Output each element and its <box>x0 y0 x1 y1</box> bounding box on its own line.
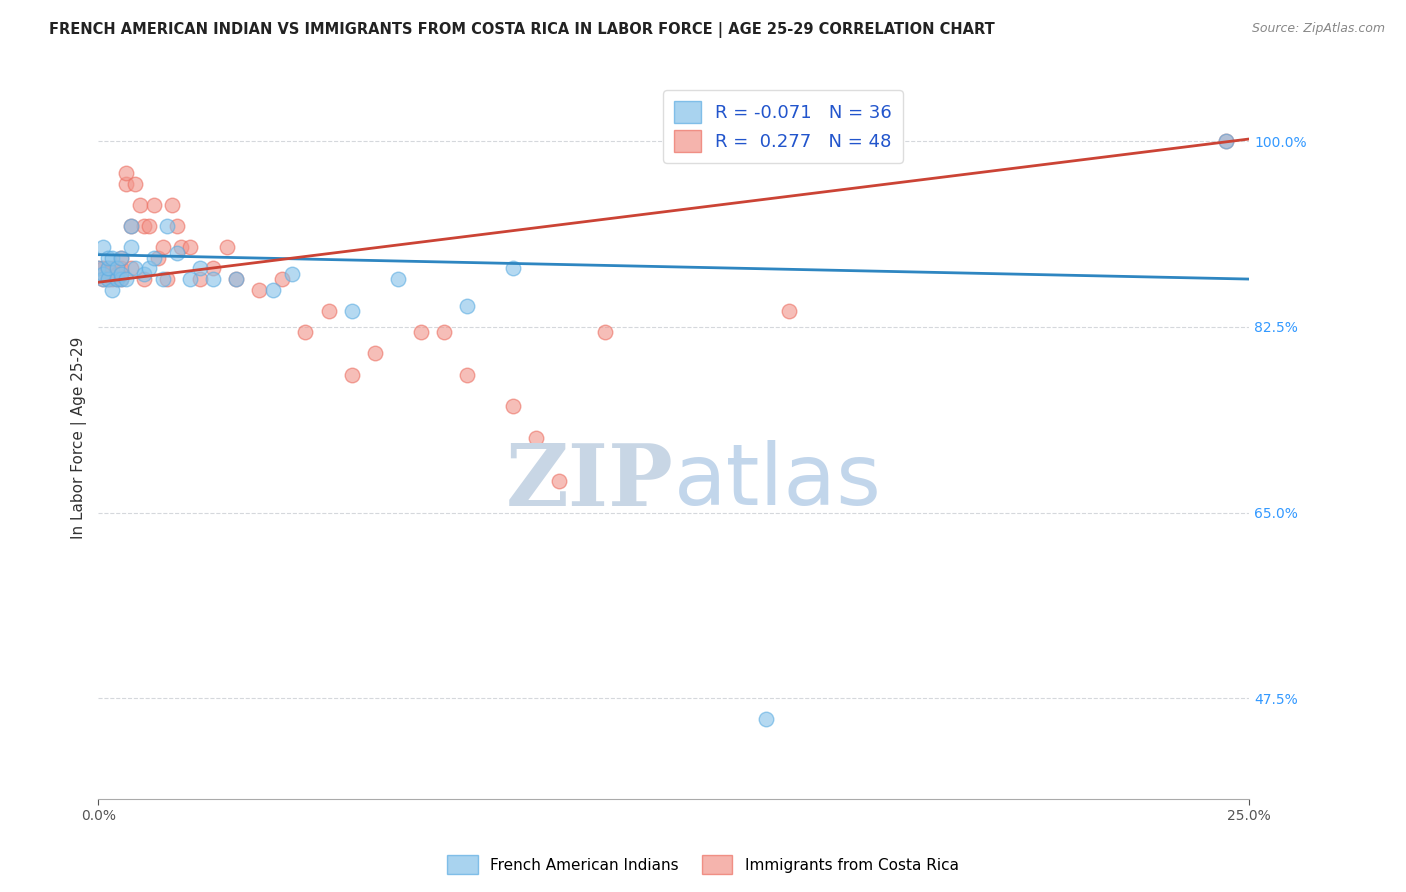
Point <box>502 400 524 414</box>
Point <box>124 261 146 276</box>
Point <box>105 261 128 276</box>
Point <box>340 304 363 318</box>
Point <box>120 261 142 276</box>
Point <box>217 240 239 254</box>
Point <box>138 219 160 233</box>
Point <box>91 261 114 276</box>
Point <box>101 261 124 276</box>
Point <box>120 219 142 233</box>
Point <box>170 240 193 254</box>
Point <box>138 261 160 276</box>
Point <box>156 272 179 286</box>
Text: atlas: atlas <box>673 440 882 523</box>
Point <box>225 272 247 286</box>
Point <box>91 272 114 286</box>
Point <box>593 325 616 339</box>
Point <box>110 261 132 276</box>
Point <box>142 251 165 265</box>
Point <box>188 261 211 276</box>
Point <box>547 474 569 488</box>
Point <box>134 219 156 233</box>
Point <box>110 272 132 286</box>
Point <box>363 346 385 360</box>
Point <box>120 219 142 233</box>
Point <box>409 325 432 339</box>
Point <box>160 198 183 212</box>
Point <box>456 299 478 313</box>
Legend: R = -0.071   N = 36, R =  0.277   N = 48: R = -0.071 N = 36, R = 0.277 N = 48 <box>664 90 903 163</box>
Point <box>179 272 201 286</box>
Point <box>87 261 110 276</box>
Point <box>225 272 247 286</box>
Point <box>96 261 118 276</box>
Point <box>271 272 294 286</box>
Point <box>124 177 146 191</box>
Point <box>1215 134 1237 148</box>
Point <box>202 272 225 286</box>
Point <box>91 240 114 254</box>
Point <box>96 272 118 286</box>
Point <box>105 272 128 286</box>
Point <box>778 304 800 318</box>
Point <box>134 267 156 281</box>
Point <box>105 272 128 286</box>
Point <box>120 240 142 254</box>
Point <box>101 251 124 265</box>
Text: ZIP: ZIP <box>506 440 673 524</box>
Point <box>110 267 132 281</box>
Point <box>142 198 165 212</box>
Point <box>134 272 156 286</box>
Point <box>166 245 188 260</box>
Point <box>91 272 114 286</box>
Point <box>502 261 524 276</box>
Text: Source: ZipAtlas.com: Source: ZipAtlas.com <box>1251 22 1385 36</box>
Text: FRENCH AMERICAN INDIAN VS IMMIGRANTS FROM COSTA RICA IN LABOR FORCE | AGE 25-29 : FRENCH AMERICAN INDIAN VS IMMIGRANTS FRO… <box>49 22 995 38</box>
Point <box>115 272 138 286</box>
Point <box>96 261 118 276</box>
Point <box>294 325 316 339</box>
Point <box>432 325 454 339</box>
Point <box>110 251 132 265</box>
Point <box>115 166 138 180</box>
Point <box>280 267 302 281</box>
Point <box>1215 134 1237 148</box>
Point <box>96 251 118 265</box>
Point <box>87 261 110 276</box>
Point <box>755 713 778 727</box>
Y-axis label: In Labor Force | Age 25-29: In Labor Force | Age 25-29 <box>72 337 87 540</box>
Point <box>101 272 124 286</box>
Legend: French American Indians, Immigrants from Costa Rica: French American Indians, Immigrants from… <box>441 849 965 880</box>
Point <box>152 240 174 254</box>
Point <box>188 272 211 286</box>
Point <box>179 240 201 254</box>
Point <box>387 272 409 286</box>
Point <box>166 219 188 233</box>
Point <box>148 251 170 265</box>
Point <box>91 267 114 281</box>
Point <box>156 219 179 233</box>
Point <box>262 283 284 297</box>
Point <box>105 267 128 281</box>
Point <box>128 198 150 212</box>
Point <box>96 272 118 286</box>
Point <box>101 283 124 297</box>
Point <box>524 431 547 445</box>
Point <box>249 283 271 297</box>
Point <box>318 304 340 318</box>
Point <box>202 261 225 276</box>
Point <box>115 177 138 191</box>
Point <box>110 251 132 265</box>
Point <box>456 368 478 382</box>
Point <box>340 368 363 382</box>
Point <box>110 272 132 286</box>
Point <box>152 272 174 286</box>
